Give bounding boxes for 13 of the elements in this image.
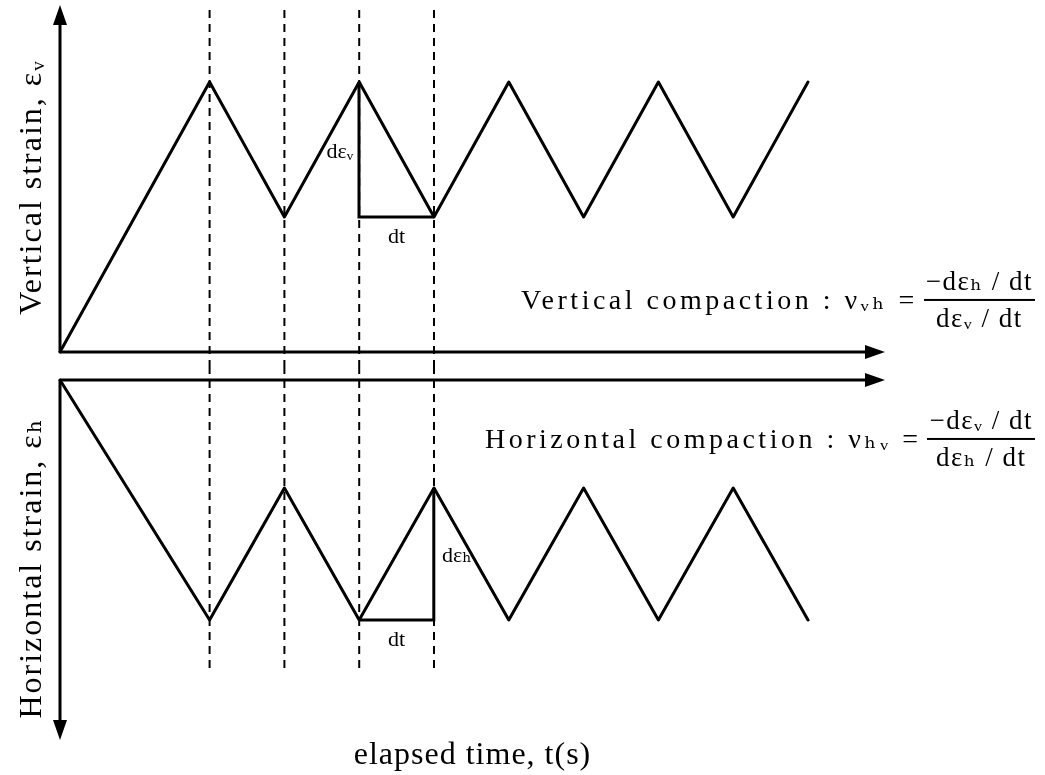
text: dεₕ / dt — [935, 441, 1027, 474]
annotation: Vertical compaction : νᵥₕ = — [520, 283, 918, 317]
text: dεᵥ / dt — [935, 302, 1023, 335]
text: dt — [388, 626, 406, 652]
x-axis-title: elapsed time, t(s) — [353, 735, 592, 772]
text: −dεᵥ / dt — [927, 404, 1035, 440]
annotation: Horizontal compaction : νₕᵥ = — [485, 422, 922, 456]
text: −dεₕ / dt — [923, 265, 1035, 301]
y-axis-title: Horizontal strain, εₕ — [11, 417, 49, 719]
annotation: dεₕ — [442, 542, 472, 568]
annotation: dεᵥ — [326, 137, 354, 163]
y-axis-title: Vertical strain, εᵥ — [11, 58, 49, 315]
annotation: dt — [388, 223, 406, 249]
